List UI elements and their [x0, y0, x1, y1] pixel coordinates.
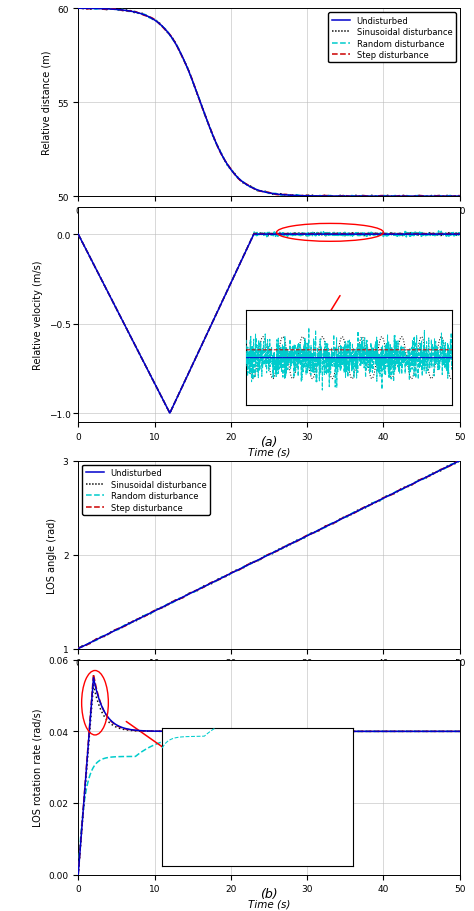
Text: (b): (b)	[260, 887, 278, 900]
Text: (a): (a)	[260, 435, 278, 448]
Y-axis label: Relative distance (m): Relative distance (m)	[41, 51, 52, 155]
X-axis label: Time (s): Time (s)	[248, 899, 290, 909]
Y-axis label: Relative velocity (m/s): Relative velocity (m/s)	[33, 261, 43, 370]
X-axis label: Time (s): Time (s)	[248, 673, 290, 683]
Y-axis label: LOS angle (rad): LOS angle (rad)	[47, 517, 57, 593]
X-axis label: Time (s): Time (s)	[248, 221, 290, 231]
Y-axis label: LOS rotation rate (rad/s): LOS rotation rate (rad/s)	[33, 708, 43, 826]
X-axis label: Time (s): Time (s)	[248, 447, 290, 457]
Legend: Undisturbed, Sinusoidal disturbance, Random disturbance, Step disturbance: Undisturbed, Sinusoidal disturbance, Ran…	[82, 466, 210, 516]
Legend: Undisturbed, Sinusoidal disturbance, Random disturbance, Step disturbance: Undisturbed, Sinusoidal disturbance, Ran…	[328, 14, 456, 64]
